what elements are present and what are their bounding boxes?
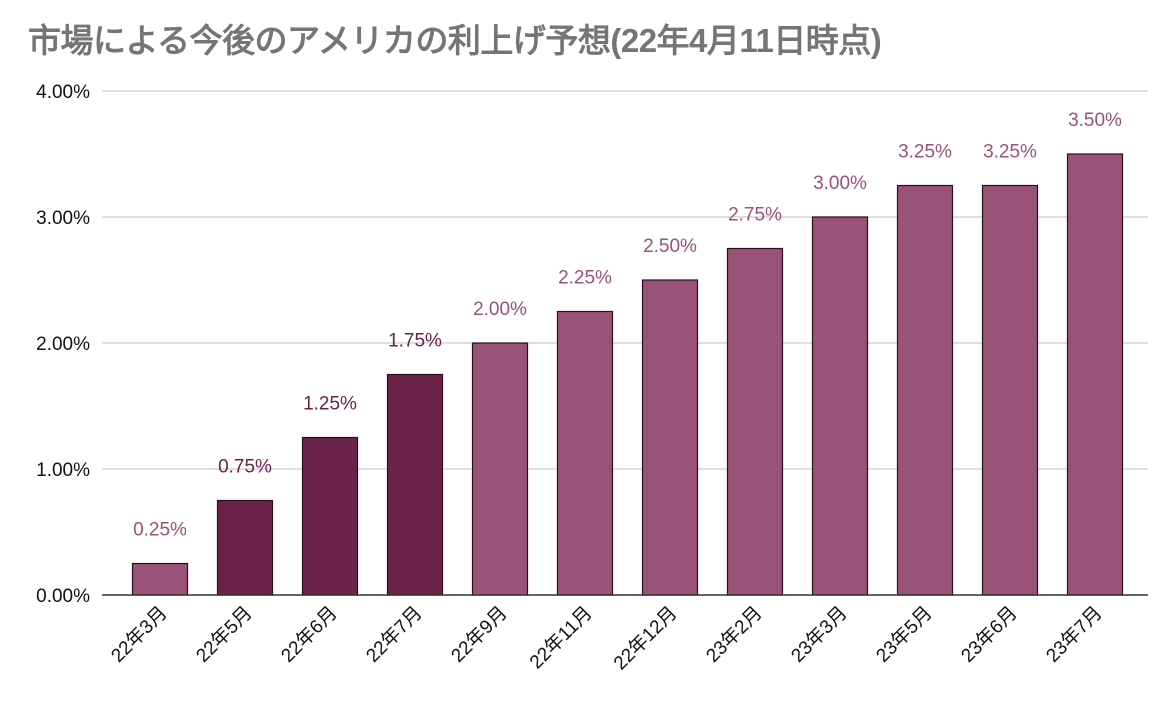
bar [301, 436, 359, 596]
data-label: 2.25% [558, 268, 612, 289]
data-label: 2.50% [643, 236, 697, 257]
x-tick-label: 23年6月 [957, 602, 1022, 667]
bar [216, 499, 274, 596]
data-label: 0.75% [218, 457, 272, 478]
bar [131, 562, 189, 596]
data-label: 2.75% [728, 205, 782, 226]
x-tick-label: 22年5月 [192, 602, 257, 667]
x-axis-labels: 22年3月 22年5月 22年6月 22年7月 22年9月 22年11月 22年12月 23年… [107, 602, 1107, 674]
gridlines [102, 90, 1148, 470]
x-tick-label: 22年11月 [525, 602, 596, 673]
x-tick-label: 23年3月 [787, 602, 852, 667]
y-tick-label: 0.00% [36, 586, 90, 607]
data-label: 0.25% [133, 520, 187, 541]
x-tick-label: 23年2月 [702, 602, 767, 667]
y-axis-ticks: 0.00% 1.00% 2.00% 3.00% 4.00% [36, 82, 90, 607]
bar [386, 373, 444, 596]
bar [726, 247, 784, 596]
data-label: 3.25% [898, 142, 952, 163]
x-tick-label: 22年3月 [107, 602, 172, 667]
data-label: 1.25% [303, 394, 357, 415]
y-tick-label: 1.00% [36, 460, 90, 481]
bar [981, 184, 1039, 596]
y-tick-label: 4.00% [36, 82, 90, 103]
x-tick-label: 22年12月 [609, 602, 681, 674]
y-tick-label: 2.00% [36, 334, 90, 355]
bar [896, 184, 954, 596]
bars [131, 153, 1124, 596]
chart-title: 市場による今後のアメリカの利上げ予想(22年4月11日時点) [28, 22, 882, 59]
bar [641, 279, 699, 596]
x-tick-label: 23年7月 [1042, 602, 1107, 667]
x-tick-label: 22年6月 [277, 602, 342, 667]
y-tick-label: 3.00% [36, 208, 90, 229]
data-label: 1.75% [388, 331, 442, 352]
x-tick-label: 23年5月 [872, 602, 937, 667]
data-labels: 0.25% 0.75% 1.25% 1.75% 2.00% 2.25% 2.50% 2.75%… [133, 110, 1122, 541]
data-label: 2.00% [473, 299, 527, 320]
data-label: 3.00% [813, 173, 867, 194]
x-tick-label: 22年9月 [447, 602, 512, 667]
data-label: 3.25% [983, 142, 1037, 163]
bar [811, 216, 869, 596]
data-label: 3.50% [1068, 110, 1122, 131]
x-tick-label: 22年7月 [362, 602, 427, 667]
bar [1066, 153, 1124, 596]
bar [471, 342, 529, 596]
bar [556, 310, 614, 596]
